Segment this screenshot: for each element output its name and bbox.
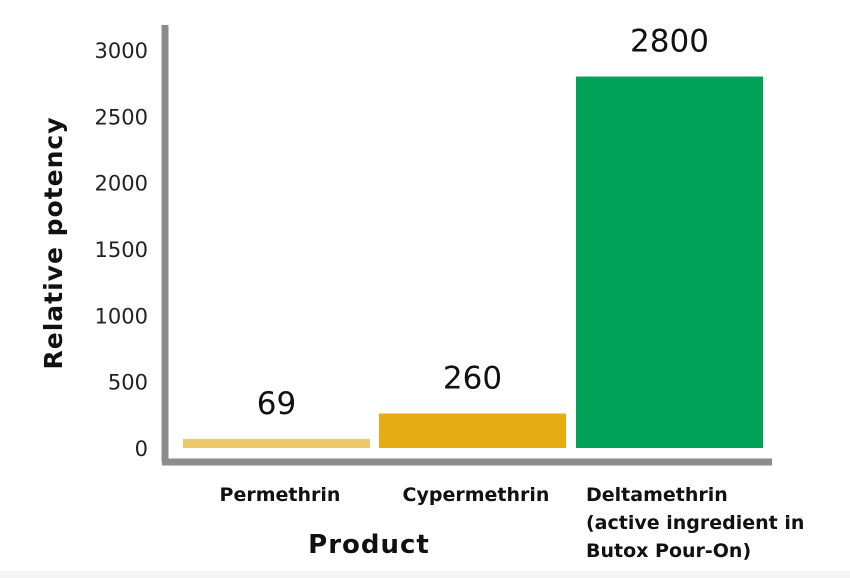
- category-label: Permethrin: [220, 484, 341, 506]
- y-tick-label: 2500: [95, 105, 148, 129]
- y-tick-label: 3000: [95, 39, 148, 63]
- bottom-band: [0, 571, 850, 578]
- category-label: Deltamethrin: [586, 484, 728, 506]
- y-tick-labels: 0 500 1000 1500 2000 2500 3000: [95, 39, 148, 461]
- data-label: 260: [443, 361, 502, 397]
- y-tick-label: 500: [108, 371, 148, 395]
- bars-group: [183, 76, 763, 449]
- bar: [183, 438, 370, 448]
- y-tick-label: 1500: [95, 238, 148, 262]
- category-label: (active ingredient in: [586, 512, 804, 534]
- bar: [379, 413, 566, 448]
- category-labels: Permethrin Cypermethrin Deltamethrin (activ…: [220, 484, 805, 562]
- category-label: Butox Pour-On): [586, 540, 751, 562]
- data-labels-group: 69 260 2800: [257, 24, 709, 422]
- category-label: Cypermethrin: [403, 484, 550, 506]
- y-axis-label: Relative potency: [39, 116, 68, 369]
- bar: [576, 76, 763, 449]
- y-tick-label: 1000: [95, 304, 148, 328]
- x-axis-label: Product: [308, 530, 430, 560]
- data-label: 69: [257, 386, 296, 422]
- y-tick-label: 2000: [95, 172, 148, 196]
- data-label: 2800: [630, 24, 709, 60]
- y-tick-label: 0: [135, 437, 148, 461]
